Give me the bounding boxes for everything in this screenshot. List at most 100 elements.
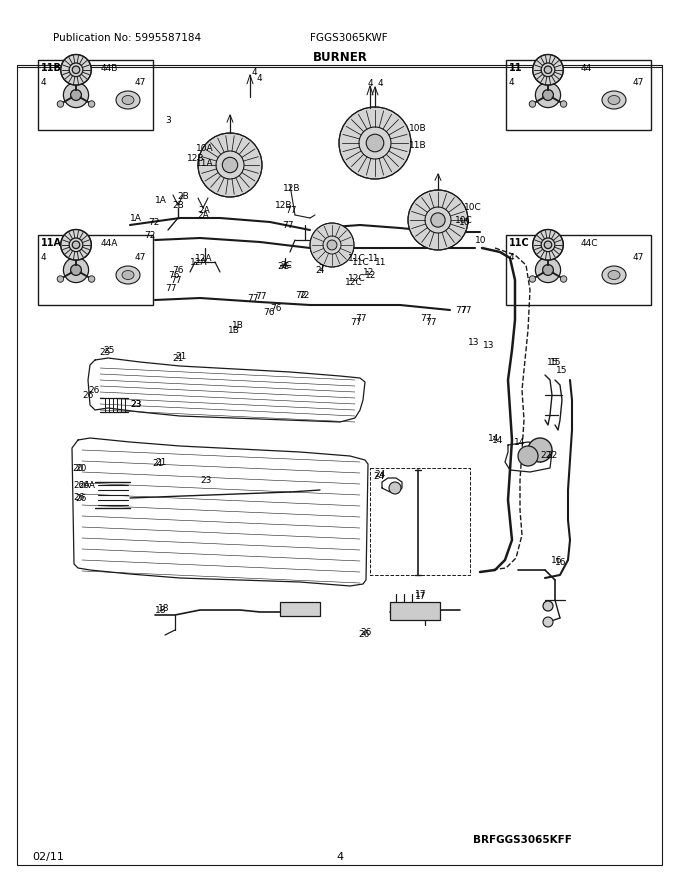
Text: 44A: 44A xyxy=(101,238,118,247)
Ellipse shape xyxy=(608,270,620,280)
Circle shape xyxy=(543,617,553,627)
Text: 76: 76 xyxy=(172,266,184,275)
Text: 10B: 10B xyxy=(409,123,426,133)
Circle shape xyxy=(529,101,536,107)
Text: 4: 4 xyxy=(252,68,258,77)
Text: 20: 20 xyxy=(75,464,86,473)
Text: 26: 26 xyxy=(88,385,99,394)
Circle shape xyxy=(222,158,238,172)
Circle shape xyxy=(72,241,80,248)
Ellipse shape xyxy=(122,270,134,280)
Circle shape xyxy=(71,265,82,275)
Text: 15: 15 xyxy=(547,357,558,366)
Ellipse shape xyxy=(122,96,134,105)
Text: 1A: 1A xyxy=(155,195,167,204)
Text: 77: 77 xyxy=(355,313,367,322)
Circle shape xyxy=(310,223,354,267)
Text: 15: 15 xyxy=(550,357,562,366)
Circle shape xyxy=(560,275,567,282)
Text: 26A: 26A xyxy=(78,480,95,489)
Text: 16: 16 xyxy=(555,558,566,567)
Circle shape xyxy=(431,213,445,227)
Text: 4: 4 xyxy=(509,77,515,86)
Text: 77: 77 xyxy=(170,275,182,284)
Text: 26: 26 xyxy=(360,627,371,636)
Text: 4: 4 xyxy=(41,253,47,261)
Ellipse shape xyxy=(602,266,626,284)
Text: 22: 22 xyxy=(546,451,557,459)
Bar xyxy=(38,235,153,305)
Text: 14: 14 xyxy=(492,436,503,444)
Circle shape xyxy=(88,101,95,107)
Text: 2B: 2B xyxy=(177,192,189,201)
Bar xyxy=(390,602,440,620)
Text: 77: 77 xyxy=(282,221,294,230)
Text: 2: 2 xyxy=(318,263,324,273)
Text: 10C: 10C xyxy=(455,216,473,224)
Text: 10: 10 xyxy=(459,217,471,226)
Text: 21: 21 xyxy=(175,351,186,361)
Circle shape xyxy=(528,438,552,462)
Circle shape xyxy=(327,240,337,250)
Circle shape xyxy=(389,482,401,494)
Text: 10A: 10A xyxy=(196,143,214,152)
Ellipse shape xyxy=(608,96,620,105)
Text: 14: 14 xyxy=(514,437,526,446)
Text: 72: 72 xyxy=(295,290,307,299)
Text: 47: 47 xyxy=(633,77,645,86)
Circle shape xyxy=(73,249,80,255)
Text: Publication No: 5995587184: Publication No: 5995587184 xyxy=(53,33,201,43)
Text: 18: 18 xyxy=(158,604,169,612)
Circle shape xyxy=(543,601,553,611)
Text: 25: 25 xyxy=(103,346,114,355)
Text: 4: 4 xyxy=(337,852,343,862)
Text: 11: 11 xyxy=(368,253,379,262)
Text: 77: 77 xyxy=(350,318,362,326)
Text: 26: 26 xyxy=(82,391,93,400)
Text: 10C: 10C xyxy=(464,202,481,211)
Text: 3: 3 xyxy=(165,115,171,124)
Text: 11C: 11C xyxy=(352,258,370,267)
Text: 76: 76 xyxy=(270,304,282,312)
Text: 12A: 12A xyxy=(195,253,213,262)
Text: 77: 77 xyxy=(247,294,258,303)
Text: 4: 4 xyxy=(509,253,515,261)
Circle shape xyxy=(61,55,91,85)
Text: 26: 26 xyxy=(358,629,369,639)
Circle shape xyxy=(63,83,88,107)
Text: 26: 26 xyxy=(75,494,86,502)
Circle shape xyxy=(544,66,551,74)
Text: 21: 21 xyxy=(152,458,163,467)
Text: 18: 18 xyxy=(155,605,167,614)
Circle shape xyxy=(532,55,563,85)
Text: 22: 22 xyxy=(540,451,551,459)
Text: 11A: 11A xyxy=(196,158,214,167)
Text: 17: 17 xyxy=(415,591,426,600)
Circle shape xyxy=(545,74,551,80)
Circle shape xyxy=(61,230,91,260)
Text: 11C: 11C xyxy=(509,238,530,248)
Text: 72: 72 xyxy=(148,217,159,226)
Text: 44B: 44B xyxy=(101,63,118,72)
Text: 4: 4 xyxy=(41,77,47,86)
Text: 16: 16 xyxy=(551,555,562,564)
Text: 2A: 2A xyxy=(197,210,209,219)
Text: 11: 11 xyxy=(509,63,522,73)
Text: 10: 10 xyxy=(475,236,486,245)
Text: 44: 44 xyxy=(581,63,592,72)
Circle shape xyxy=(88,275,95,282)
Text: 13: 13 xyxy=(483,341,494,349)
Text: 4: 4 xyxy=(256,74,262,83)
Circle shape xyxy=(545,249,551,255)
Text: 23: 23 xyxy=(200,475,211,485)
Circle shape xyxy=(535,257,560,282)
Circle shape xyxy=(198,133,262,197)
Text: 23: 23 xyxy=(130,400,141,408)
Text: 17: 17 xyxy=(415,590,426,598)
Bar xyxy=(38,60,153,130)
Text: FGGS3065KWF: FGGS3065KWF xyxy=(310,33,388,43)
Circle shape xyxy=(518,446,538,466)
Circle shape xyxy=(529,275,536,282)
Text: 72: 72 xyxy=(298,290,309,299)
Ellipse shape xyxy=(602,91,626,109)
